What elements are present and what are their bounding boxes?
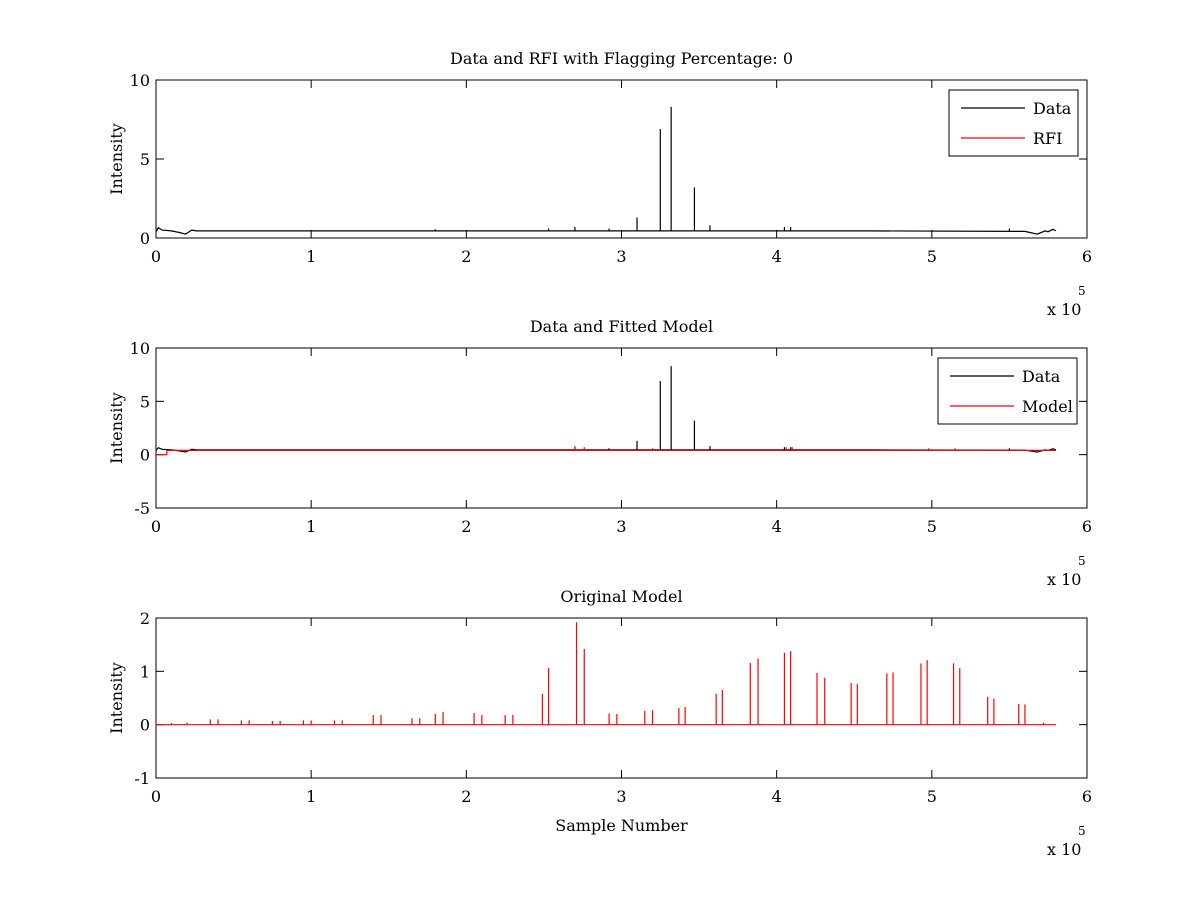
series-line — [156, 449, 1056, 456]
y-tick-label: 10 — [130, 339, 150, 358]
axes-frame — [155, 347, 1088, 509]
x-tick-label: 5 — [927, 517, 937, 536]
x-tick-label: 4 — [772, 787, 782, 806]
series-data — [155, 106, 1057, 235]
x-tick-label: 0 — [151, 787, 161, 806]
legend-label: Data — [1033, 99, 1072, 118]
y-tick-label: -1 — [134, 769, 150, 788]
x-tick-label: 6 — [1082, 787, 1092, 806]
x-tick-label: 3 — [616, 517, 626, 536]
y-tick-label: 0 — [140, 229, 150, 248]
x-tick-label: 0 — [151, 517, 161, 536]
y-tick-label: 5 — [140, 150, 150, 169]
x-tick-label: 6 — [1082, 247, 1092, 266]
legend-label: RFI — [1033, 129, 1062, 148]
x-multiplier-exponent: 5 — [1078, 554, 1086, 568]
x-multiplier: x 10 — [1047, 300, 1081, 319]
x-tick-label: 3 — [616, 787, 626, 806]
legend-box — [937, 357, 1078, 425]
x-tick-label: 4 — [772, 517, 782, 536]
y-tick-label: 5 — [140, 392, 150, 411]
x-multiplier-exponent: 5 — [1078, 284, 1086, 298]
x-tick-label: 4 — [772, 247, 782, 266]
legend: Data RFI — [948, 89, 1079, 157]
x-axis-label: Sample Number — [555, 816, 688, 835]
x-tick-label: 1 — [306, 517, 316, 536]
y-tick-label: -5 — [134, 499, 150, 518]
x-tick-label: 1 — [306, 247, 316, 266]
y-tick-label: 2 — [140, 609, 150, 628]
x-multiplier: x 10 — [1047, 570, 1081, 589]
series-model — [156, 622, 1056, 726]
x-tick-label: 0 — [151, 247, 161, 266]
y-tick-label: 0 — [140, 446, 150, 465]
x-tick-label: 2 — [461, 517, 471, 536]
series-line — [155, 226, 1057, 235]
x-tick-label: 5 — [927, 787, 937, 806]
x-tick-label: 2 — [461, 787, 471, 806]
x-tick-label: 3 — [616, 247, 626, 266]
legend-label: Model — [1022, 397, 1073, 416]
chart-title: Data and RFI with Flagging Percentage: 0 — [450, 49, 793, 68]
x-tick-label: 5 — [927, 247, 937, 266]
subplot-1: 0 1 2 3 4 5 6 0 5 10 Data and RFI with Flagging Pe… — [107, 49, 1092, 319]
axes-frame — [155, 617, 1088, 779]
y-tick-label: 0 — [140, 716, 150, 735]
chart-title: Data and Fitted Model — [530, 317, 713, 336]
y-tick-label: 1 — [140, 662, 150, 681]
x-tick-label: 2 — [461, 247, 471, 266]
series-model — [156, 446, 1056, 456]
axes-frame — [155, 79, 1088, 239]
chart-title: Original Model — [560, 587, 682, 606]
legend: Data Model — [937, 357, 1078, 425]
y-tick-label: 10 — [130, 71, 150, 90]
x-multiplier-exponent: 5 — [1078, 824, 1086, 838]
x-tick-label: 1 — [306, 787, 316, 806]
y-axis-label: Intensity — [107, 123, 126, 195]
legend-label: Data — [1022, 367, 1061, 386]
x-multiplier: x 10 — [1047, 840, 1081, 859]
x-tick-label: 6 — [1082, 517, 1092, 536]
y-axis-label: Intensity — [107, 392, 126, 464]
y-axis-label: Intensity — [107, 662, 126, 734]
legend-box — [948, 89, 1079, 157]
